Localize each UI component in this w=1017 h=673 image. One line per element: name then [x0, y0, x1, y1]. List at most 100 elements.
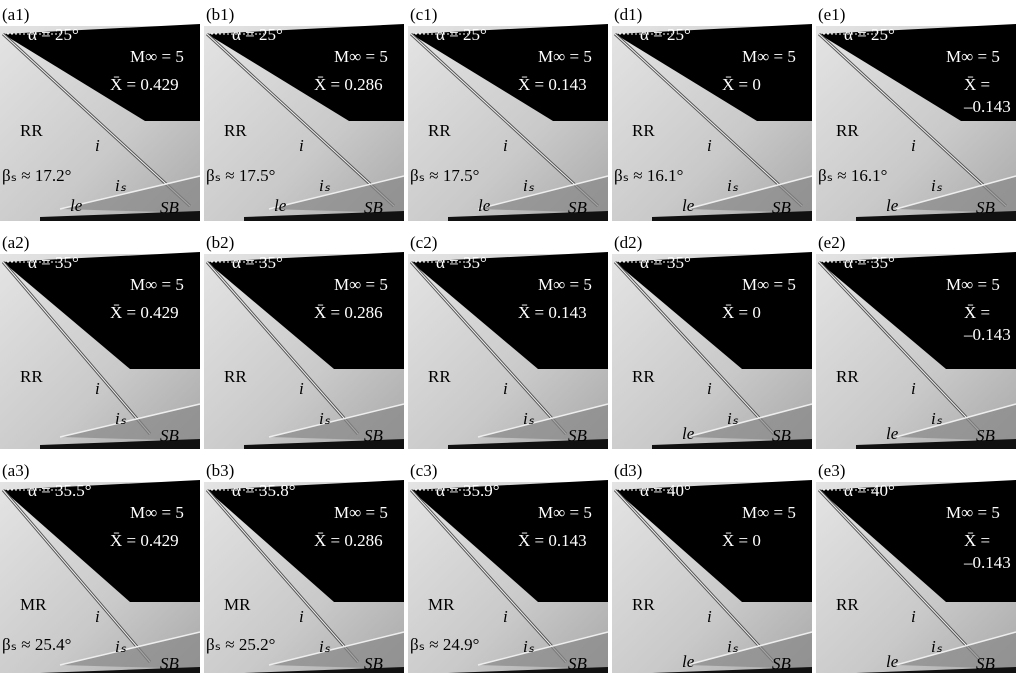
- alpha-label: α = 35.5°: [28, 481, 92, 500]
- panel-image: α = 35°M∞ = 5X̄ =–0.143RRiiₛleSB: [816, 252, 1016, 449]
- mach-label: M∞ = 5: [130, 503, 184, 522]
- alpha-label: α = 40°: [844, 481, 895, 500]
- alpha-label: α = 25°: [436, 25, 487, 44]
- sb-label: SB: [568, 654, 588, 673]
- panel-label: (c2): [410, 233, 437, 252]
- mach-label: M∞ = 5: [334, 503, 388, 522]
- xbar-label: X̄ = 0: [722, 303, 761, 322]
- le-label: le: [886, 652, 899, 671]
- mach-label: M∞ = 5: [130, 47, 184, 66]
- sb-label: SB: [976, 654, 996, 673]
- regime-label: RR: [632, 367, 655, 386]
- is-label: iₛ: [727, 409, 739, 428]
- mach-label: M∞ = 5: [946, 503, 1000, 522]
- alpha-label: α = 35°: [640, 253, 691, 272]
- alpha-label: α = 25°: [232, 25, 283, 44]
- sb-label: SB: [976, 426, 996, 445]
- beta-label: βₛ ≈ 24.9°: [410, 635, 479, 654]
- panel-label: (e2): [818, 233, 845, 252]
- sb-label: SB: [364, 426, 384, 445]
- le-label: le: [886, 424, 899, 443]
- le-label: le: [478, 196, 491, 215]
- incident-label: i: [911, 607, 916, 626]
- regime-label: RR: [20, 121, 43, 140]
- xbar-label: –0.143: [963, 553, 1011, 572]
- mach-label: M∞ = 5: [742, 47, 796, 66]
- sb-label: SB: [364, 198, 384, 217]
- panel-image: α = 35.9°M∞ = 5X̄ = 0.143MRiβₛ ≈ 24.9°iₛ…: [408, 480, 608, 673]
- alpha-label: α = 35°: [844, 253, 895, 272]
- le-label: le: [682, 652, 695, 671]
- is-label: iₛ: [319, 176, 331, 195]
- incident-label: i: [503, 607, 508, 626]
- xbar-label: X̄ =: [964, 75, 990, 94]
- regime-label: RR: [632, 121, 655, 140]
- incident-label: i: [911, 136, 916, 155]
- le-label: le: [274, 196, 287, 215]
- mach-label: M∞ = 5: [130, 275, 184, 294]
- mach-label: M∞ = 5: [538, 503, 592, 522]
- incident-label: i: [95, 379, 100, 398]
- xbar-label: X̄ = 0.143: [518, 531, 587, 550]
- xbar-label: X̄ = 0.429: [110, 303, 179, 322]
- xbar-label: X̄ = 0.429: [110, 75, 179, 94]
- panel-image: α = 35.5°M∞ = 5X̄ = 0.429MRiβₛ ≈ 25.4°iₛ…: [0, 480, 200, 673]
- xbar-label: X̄ = 0: [722, 531, 761, 550]
- xbar-label: –0.143: [963, 325, 1011, 344]
- regime-label: RR: [836, 595, 859, 614]
- alpha-label: α = 25°: [844, 25, 895, 44]
- panel-label: (d1): [614, 5, 642, 24]
- alpha-label: α = 35°: [28, 253, 79, 272]
- panel-image: α = 35°M∞ = 5X̄ = 0.143RRiiₛSB: [408, 252, 608, 449]
- le-label: le: [682, 424, 695, 443]
- le-label: le: [886, 196, 899, 215]
- panel-image: α = 35°M∞ = 5X̄ = 0.429RRiiₛSB: [0, 252, 200, 449]
- incident-label: i: [299, 607, 304, 626]
- sb-label: SB: [772, 654, 792, 673]
- panel-label: (d2): [614, 233, 642, 252]
- xbar-label: X̄ = 0.286: [314, 75, 383, 94]
- alpha-label: α = 35°: [436, 253, 487, 272]
- is-label: iₛ: [319, 409, 331, 428]
- panel-image: α = 25°M∞ = 5X̄ = 0.429RRiβₛ ≈ 17.2°iₛle…: [0, 24, 200, 221]
- xbar-label: X̄ = 0.286: [314, 303, 383, 322]
- incident-label: i: [95, 136, 100, 155]
- panel-label: (a2): [2, 233, 29, 252]
- panel-label: (a1): [2, 5, 29, 24]
- sb-label: SB: [976, 198, 996, 217]
- regime-label: RR: [836, 367, 859, 386]
- incident-label: i: [503, 136, 508, 155]
- regime-label: MR: [20, 595, 47, 614]
- panel-image: α = 35° M∞ = 5 X̄ = 0.286 RR iiₛ SB: [204, 252, 404, 449]
- alpha-label: α = 35.9°: [436, 481, 500, 500]
- regime-label: RR: [836, 121, 859, 140]
- regime-label: RR: [632, 595, 655, 614]
- mach-label: M∞ = 5: [946, 47, 1000, 66]
- xbar-label: X̄ = 0.143: [518, 303, 587, 322]
- regime-label: MR: [224, 595, 251, 614]
- is-label: iₛ: [115, 176, 127, 195]
- mach-label: M∞ = 5: [334, 275, 388, 294]
- regime-label: RR: [20, 367, 43, 386]
- alpha-label: α = 35.8°: [232, 481, 296, 500]
- is-label: iₛ: [931, 176, 943, 195]
- mach-label: M∞ = 5: [742, 275, 796, 294]
- sb-label: SB: [772, 426, 792, 445]
- sb-label: SB: [160, 198, 180, 217]
- mach-label: M∞ = 5: [538, 275, 592, 294]
- incident-label: i: [299, 379, 304, 398]
- panel-label: (d3): [614, 461, 642, 480]
- mach-label: M∞ = 5: [946, 275, 1000, 294]
- alpha-label: α = 25°: [640, 25, 691, 44]
- panel-image: α = 35° M∞ = 5 X̄ = 0 RR iiₛ le SB: [612, 252, 812, 449]
- sb-label: SB: [160, 654, 180, 673]
- incident-label: i: [707, 379, 712, 398]
- panel-label: (b2): [206, 233, 234, 252]
- le-label: le: [70, 196, 83, 215]
- regime-label: RR: [224, 367, 247, 386]
- xbar-label: X̄ = 0: [722, 75, 761, 94]
- figure: (a1)α = 25°M∞ = 5X̄ = 0.429RRiβₛ ≈ 17.2°…: [0, 0, 1017, 673]
- regime-label: RR: [428, 121, 451, 140]
- alpha-label: α = 35°: [232, 253, 283, 272]
